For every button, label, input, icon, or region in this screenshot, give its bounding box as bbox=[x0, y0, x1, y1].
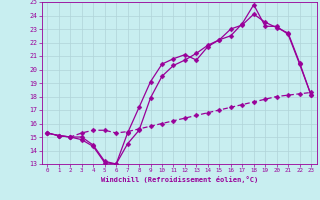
X-axis label: Windchill (Refroidissement éolien,°C): Windchill (Refroidissement éolien,°C) bbox=[100, 176, 258, 183]
